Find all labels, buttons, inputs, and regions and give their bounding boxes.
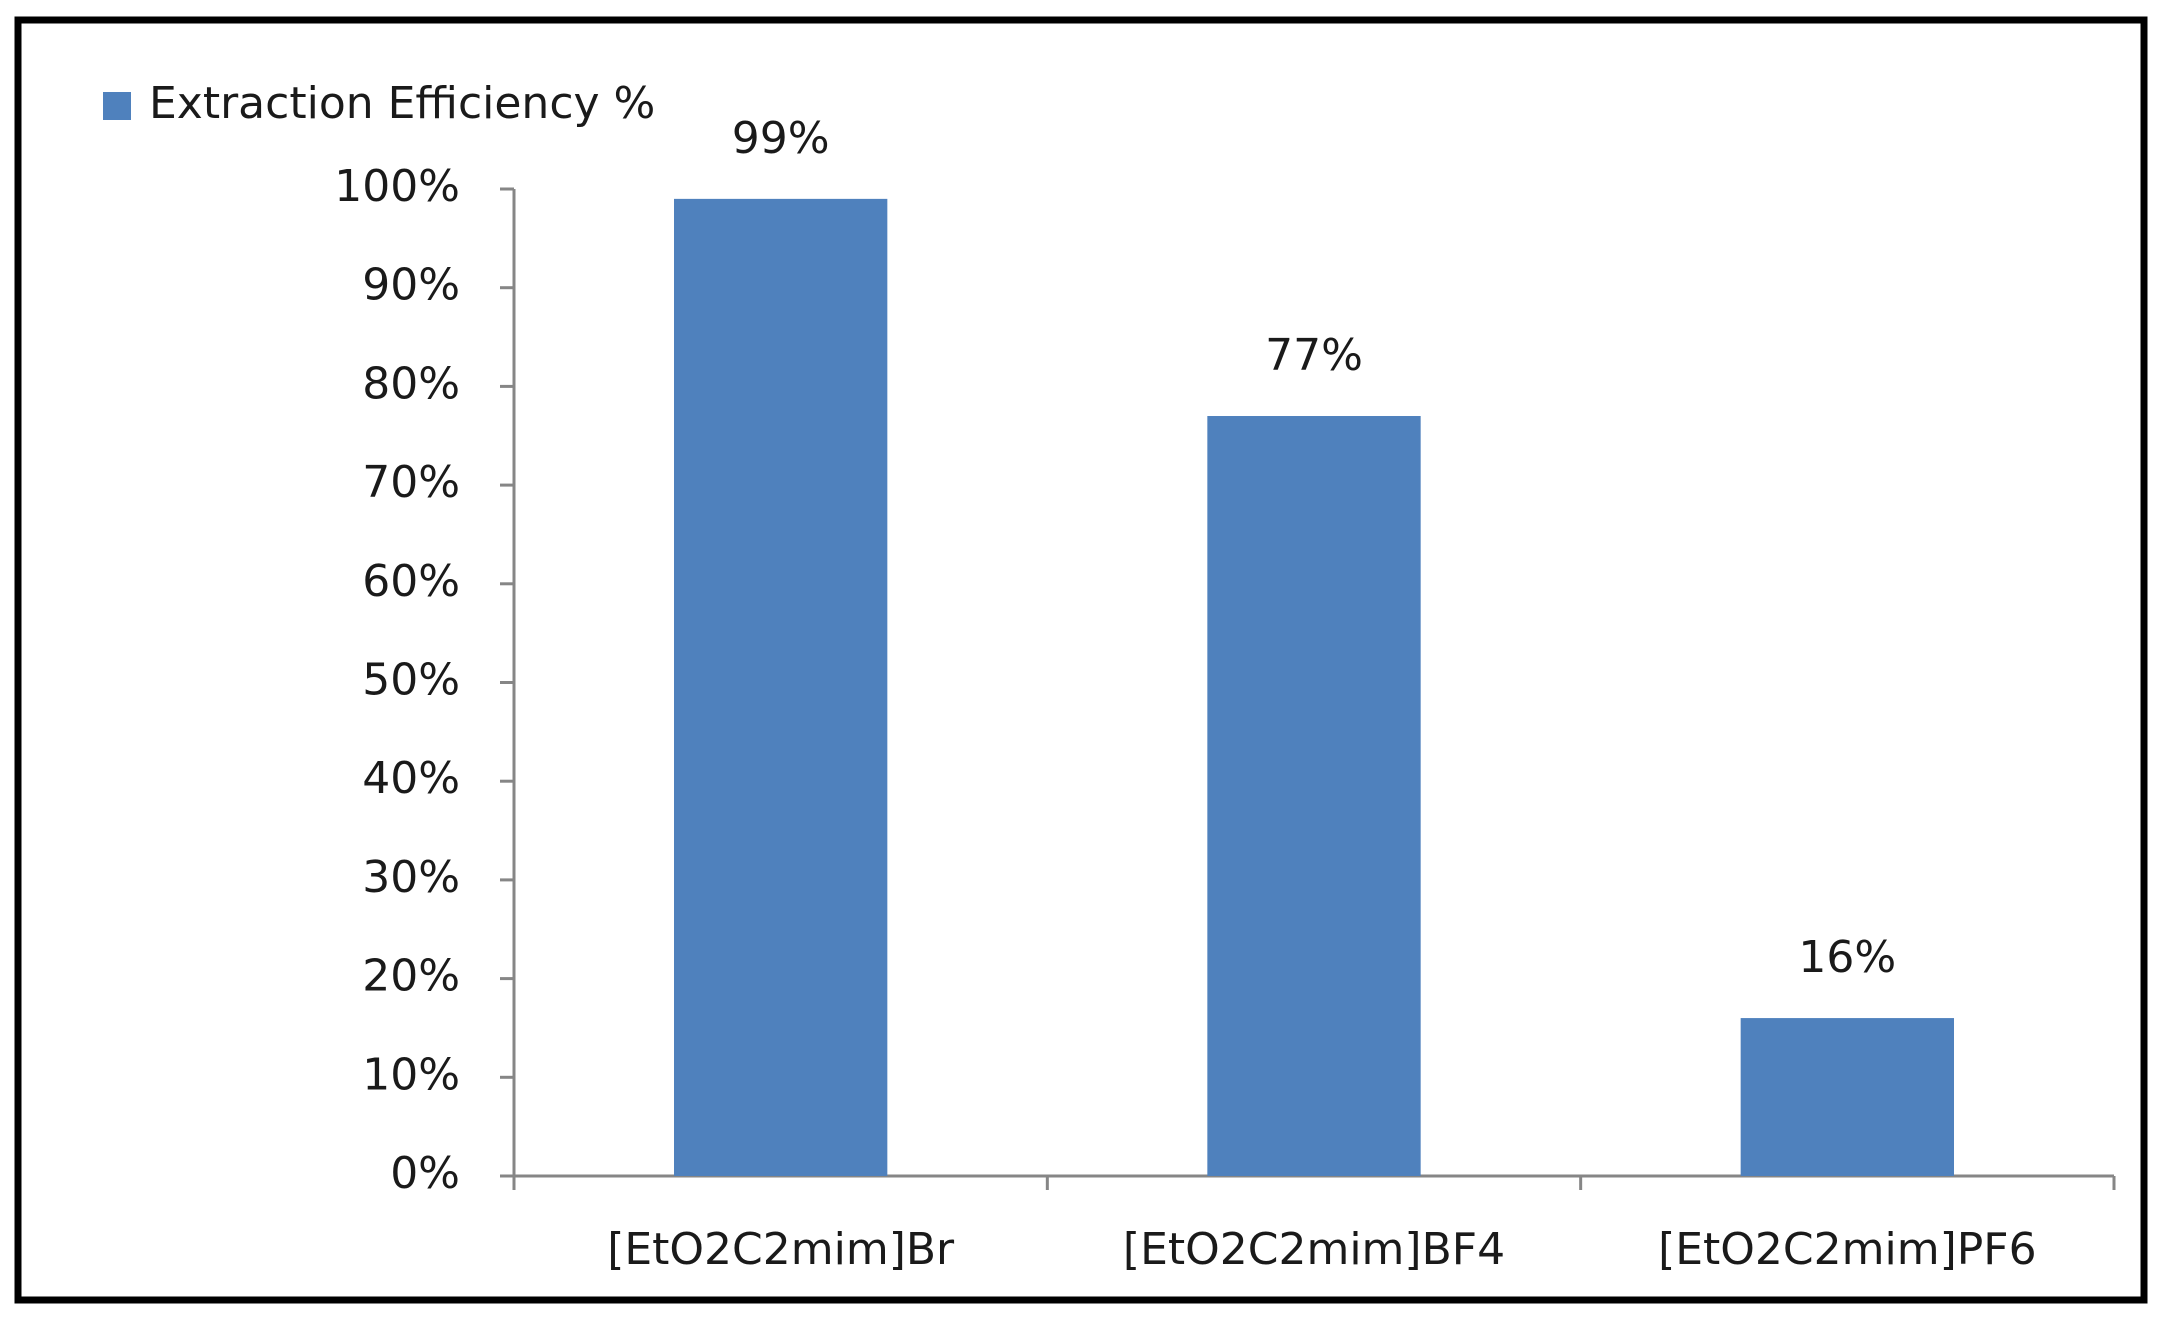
y-tick-label: 40% [362,753,460,804]
y-tick-label: 100% [334,161,460,212]
y-tick-label: 10% [362,1049,460,1100]
bar [1207,416,1421,1176]
y-tick-label: 60% [362,556,460,607]
y-tick-label: 20% [362,951,460,1002]
bar [1740,1018,1954,1176]
y-tick-label: 50% [362,655,460,706]
data-label: 77% [1265,330,1363,381]
y-tick-label: 0% [390,1148,460,1199]
y-tick-label: 70% [362,457,460,508]
data-label: 99% [732,113,830,164]
x-tick-label: [EtO2C2mim]Br [607,1224,955,1275]
y-tick-label: 80% [362,358,460,409]
bar [674,198,888,1176]
x-tick-label: [EtO2C2mim]BF4 [1123,1224,1505,1275]
data-label: 16% [1798,932,1896,983]
y-tick-label: 30% [362,852,460,903]
y-tick-label: 90% [362,260,460,311]
legend-swatch [103,92,131,120]
x-tick-label: [EtO2C2mim]PF6 [1658,1224,2037,1275]
legend-label: Extraction Efficiency % [149,78,655,129]
